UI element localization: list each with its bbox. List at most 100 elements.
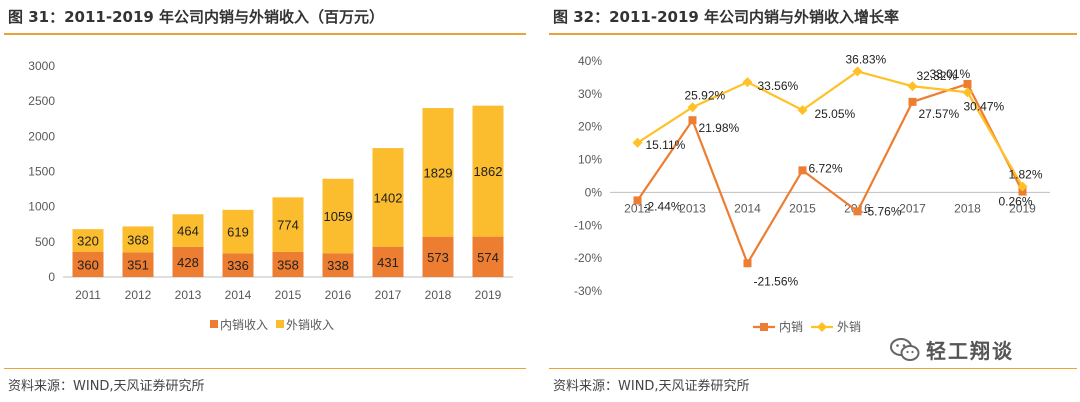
legend-foreign-marker — [817, 322, 827, 332]
x-tick-label-2017: 2017 — [899, 201, 926, 215]
y-tick-label-3: 0% — [585, 185, 603, 199]
label-domestic-2012: 351 — [127, 258, 149, 273]
y-tick-label-4: 10% — [578, 153, 602, 167]
label-foreign-2017: 1402 — [374, 190, 403, 205]
x-tick-label-2014: 2014 — [225, 288, 252, 302]
bar-foreign-2014 — [222, 209, 254, 254]
line-foreign — [636, 70, 1024, 188]
bar-domestic-2015 — [272, 251, 304, 277]
label-domestic-2018: 33.01% — [930, 67, 971, 81]
y-tick-label-2: 1000 — [28, 200, 55, 214]
label-domestic-2011: 360 — [77, 257, 99, 272]
right-source-rule — [549, 368, 1077, 369]
label-foreign-2011: 320 — [77, 233, 99, 248]
bar-domestic-2011 — [72, 251, 104, 277]
bar-domestic-2012 — [122, 252, 154, 277]
y-tick-label-6: 30% — [578, 87, 602, 101]
line-domestic — [636, 82, 1024, 266]
point-foreign-2014 — [742, 77, 753, 88]
left-title-rule — [4, 33, 526, 35]
label-domestic-2018: 573 — [427, 250, 449, 265]
x-tick-label-2019: 2019 — [1009, 201, 1036, 215]
y-tick-label-6: 3000 — [28, 59, 55, 73]
legend-domestic-label: 内销 — [779, 320, 803, 334]
point-domestic-2018 — [963, 79, 972, 88]
legend-domestic-marker — [760, 323, 768, 331]
y-tick-label-5: 20% — [578, 120, 602, 134]
x-tick-label-2018: 2018 — [954, 201, 981, 215]
label-foreign-2018: 30.47% — [964, 99, 1005, 113]
bar-foreign-2015 — [272, 197, 304, 252]
right-panel: 图 32：2011-2019 年公司内销与外销收入增长率 -30% -20% -10… — [545, 0, 1080, 402]
y-tick-label-0: -30% — [574, 284, 602, 298]
x-tick-label-2014: 2014 — [734, 201, 761, 215]
y-tick-label-7: 40% — [578, 54, 602, 68]
point-domestic-2013 — [688, 116, 697, 125]
y-tick-label-1: 500 — [35, 235, 55, 249]
label-domestic-2013: 428 — [177, 255, 199, 270]
x-tick-label-2012: 2012 — [125, 288, 152, 302]
label-foreign-2012: 15.11% — [646, 138, 686, 152]
label-domestic-2017: 431 — [377, 255, 399, 270]
label-domestic-2014: 336 — [227, 258, 249, 273]
label-foreign-2014: 33.56% — [758, 79, 799, 93]
watermark: 轻工翔谈 — [890, 335, 1014, 364]
legend-foreign-label: 外销 — [837, 320, 861, 334]
point-domestic-2015 — [798, 166, 807, 175]
x-tick-label-2013: 2013 — [175, 288, 202, 302]
label-foreign-2019: 1.82% — [1009, 167, 1043, 181]
left-chart-title: 图 31：2011-2019 年公司内销与外销收入（百万元） — [8, 8, 385, 26]
label-domestic-2015: 6.72% — [809, 161, 843, 175]
point-domestic-2014 — [743, 259, 752, 268]
x-tick-label-2019: 2019 — [475, 288, 502, 302]
bar-domestic-2019 — [472, 236, 504, 277]
right-title-rule — [549, 33, 1077, 35]
x-tick-label-2012: 2012 — [624, 201, 651, 215]
left-panel: 图 31：2011-2019 年公司内销与外销收入（百万元） 0 500 1000 1… — [0, 0, 530, 402]
label-foreign-2017: 32.32% — [917, 69, 958, 83]
point-foreign-2012 — [632, 137, 643, 148]
label-domestic-2016: -5.76% — [864, 204, 902, 218]
label-foreign-2014: 619 — [227, 225, 249, 240]
point-foreign-2019 — [1017, 181, 1028, 192]
wechat-icon — [890, 337, 920, 361]
y-tick-label-2: -10% — [574, 218, 602, 232]
legend-domestic-label: 内销收入 — [220, 318, 268, 332]
x-tick-label-2011: 2011 — [75, 288, 101, 302]
label-domestic-2017: 27.57% — [919, 107, 960, 121]
label-domestic-2016: 338 — [327, 258, 349, 273]
left-source-rule — [4, 368, 526, 369]
point-foreign-2018 — [962, 87, 973, 98]
label-foreign-2013: 25.92% — [685, 88, 726, 102]
point-foreign-2015 — [797, 105, 808, 116]
label-foreign-2019: 1862 — [474, 164, 503, 179]
point-foreign-2016 — [852, 66, 863, 77]
label-domestic-2019: 0.26% — [999, 195, 1033, 209]
bar-domestic-2013 — [172, 246, 204, 277]
watermark-text: 轻工翔谈 — [926, 339, 1014, 363]
y-tick-label-1: -20% — [574, 251, 602, 265]
legend-foreign-swatch — [276, 320, 284, 328]
label-domestic-2015: 358 — [277, 257, 299, 272]
bar-foreign-2016 — [322, 178, 354, 254]
left-source-note: 资料来源：WIND,天风证券研究所 — [8, 379, 205, 394]
x-tick-label-2015: 2015 — [275, 288, 302, 302]
point-foreign-2017 — [907, 81, 918, 92]
label-foreign-2015: 774 — [277, 218, 299, 233]
x-tick-label-2016: 2016 — [325, 288, 352, 302]
x-tick-label-2017: 2017 — [375, 288, 402, 302]
x-tick-label-2015: 2015 — [789, 201, 816, 215]
x-tick-label-2018: 2018 — [425, 288, 452, 302]
y-tick-label-5: 2500 — [28, 94, 55, 108]
bar-foreign-2013 — [172, 214, 204, 247]
bar-foreign-2018 — [422, 108, 454, 237]
y-tick-label-4: 2000 — [28, 129, 55, 143]
bar-domestic-2018 — [422, 236, 454, 277]
point-domestic-2017 — [908, 97, 917, 106]
label-foreign-2016: 1059 — [324, 209, 353, 224]
right-chart-title: 图 32：2011-2019 年公司内销与外销收入增长率 — [553, 8, 900, 26]
bar-domestic-2016 — [322, 253, 354, 277]
point-domestic-2012 — [633, 196, 642, 205]
label-domestic-2013: 21.98% — [699, 121, 740, 135]
